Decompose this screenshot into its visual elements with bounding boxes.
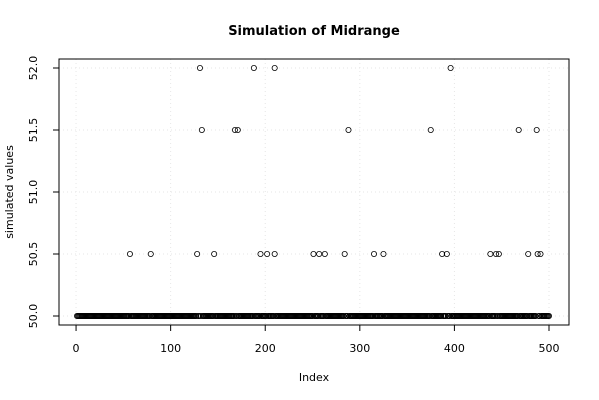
data-point xyxy=(250,65,257,72)
data-point xyxy=(380,250,387,257)
data-point xyxy=(442,312,449,319)
data-point xyxy=(370,312,377,319)
data-point xyxy=(320,312,327,319)
data-point xyxy=(315,312,322,319)
data-point xyxy=(193,312,200,319)
data-point xyxy=(256,312,263,319)
data-point xyxy=(447,65,454,72)
y-axis-label: simulated values xyxy=(3,145,16,239)
data-point xyxy=(495,250,502,257)
x-tick-label: 400 xyxy=(444,342,465,355)
x-tick-label: 300 xyxy=(349,342,370,355)
y-tick-label: 50.5 xyxy=(27,242,40,267)
data-point xyxy=(439,250,446,257)
data-point xyxy=(536,312,543,319)
data-point xyxy=(438,312,445,319)
data-point xyxy=(146,312,153,319)
data-point xyxy=(537,250,544,257)
y-tick-label: 50.0 xyxy=(27,304,40,329)
x-tick-label: 200 xyxy=(255,342,276,355)
data-point xyxy=(270,312,277,319)
x-tick-label: 500 xyxy=(539,342,560,355)
data-point xyxy=(264,250,271,257)
data-point xyxy=(147,250,154,257)
data-point xyxy=(126,250,133,257)
data-point xyxy=(257,250,264,257)
data-point xyxy=(340,312,347,319)
grid xyxy=(59,59,569,325)
data-point xyxy=(371,250,378,257)
data-point xyxy=(443,250,450,257)
data-point xyxy=(345,127,352,134)
data-point xyxy=(426,312,433,319)
data-point xyxy=(316,250,323,257)
x-axis-label: Index xyxy=(299,371,330,384)
y-axis: 50.0 50.5 51.0 51.5 52.0 xyxy=(27,56,60,329)
data-point xyxy=(310,250,317,257)
data-point xyxy=(321,250,328,257)
data-point xyxy=(211,250,218,257)
y-tick-label: 51.0 xyxy=(27,180,40,205)
y-tick-label: 52.0 xyxy=(27,56,40,81)
data-point xyxy=(515,127,522,134)
x-axis: 0 100 200 300 400 500 xyxy=(73,324,560,355)
data-point xyxy=(446,312,453,319)
data-point xyxy=(492,312,499,319)
data-point xyxy=(271,250,278,257)
chart-title: Simulation of Midrange xyxy=(228,24,400,39)
data-point xyxy=(534,250,541,257)
data-point xyxy=(197,312,204,319)
data-point xyxy=(341,250,348,257)
data-point xyxy=(493,250,500,257)
data-point xyxy=(233,312,240,319)
data-point xyxy=(196,65,203,72)
data-point xyxy=(344,312,351,319)
x-tick-label: 0 xyxy=(73,342,80,355)
data-point xyxy=(546,312,553,319)
data-point xyxy=(210,312,217,319)
data-point xyxy=(532,312,539,319)
data-point xyxy=(249,312,256,319)
data-points xyxy=(74,65,553,319)
data-point xyxy=(524,312,531,319)
y-tick-label: 51.5 xyxy=(27,118,40,143)
data-point xyxy=(486,312,493,319)
data-point xyxy=(525,250,532,257)
data-point xyxy=(234,127,241,134)
data-point xyxy=(126,312,133,319)
data-point xyxy=(196,312,203,319)
data-point xyxy=(514,312,521,319)
data-point xyxy=(198,127,205,134)
data-point xyxy=(379,312,386,319)
data-point xyxy=(494,312,501,319)
data-point xyxy=(231,127,238,134)
data-point xyxy=(427,127,434,134)
data-point xyxy=(309,312,316,319)
data-point xyxy=(194,250,201,257)
data-point xyxy=(487,250,494,257)
data-point xyxy=(271,65,278,72)
data-point xyxy=(231,312,238,319)
data-point xyxy=(263,312,270,319)
data-point xyxy=(533,127,540,134)
x-tick-label: 100 xyxy=(160,342,181,355)
